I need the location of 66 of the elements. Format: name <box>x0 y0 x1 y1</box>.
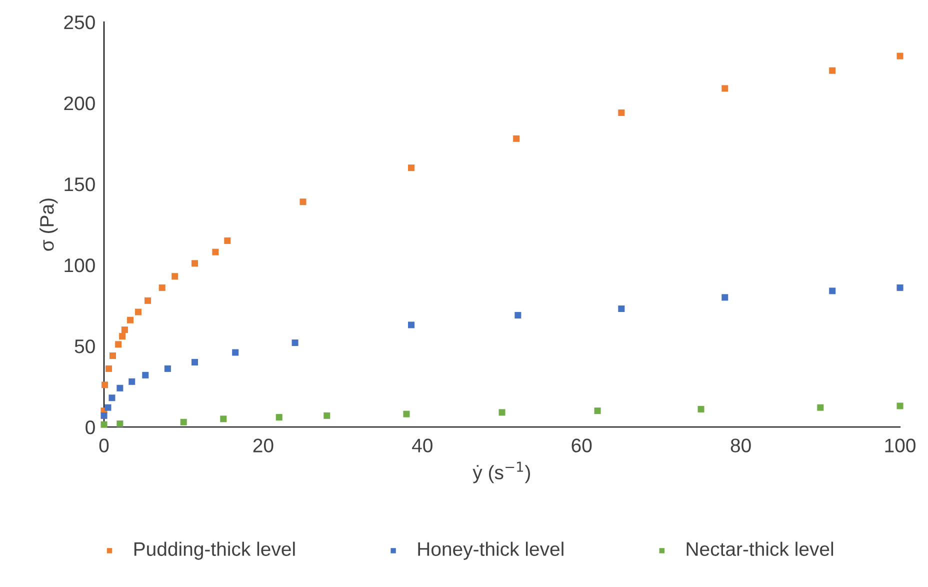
y-tick-label: 200 <box>64 96 95 110</box>
legend-label: Nectar-thick level <box>686 542 834 556</box>
point <box>276 414 282 421</box>
y-tick-label: 100 <box>64 258 95 272</box>
point <box>829 288 836 294</box>
y-tick-label: 150 <box>64 177 95 192</box>
x-axis-title: ẏ (s$^{−1}$) <box>472 462 530 484</box>
point <box>116 384 124 392</box>
point <box>106 365 112 372</box>
point <box>817 404 824 411</box>
legend-label: Honey-thick level <box>418 542 564 560</box>
point <box>191 260 198 267</box>
point <box>300 198 306 206</box>
point <box>722 294 728 301</box>
point <box>100 412 108 419</box>
point <box>408 164 415 172</box>
point <box>896 52 904 60</box>
point <box>119 333 126 340</box>
y-tick-label: 250 <box>64 15 95 30</box>
point <box>108 394 116 402</box>
x-tick-label: 40 <box>412 438 432 452</box>
point <box>142 372 149 378</box>
legend-label: Pudding-thick level <box>134 542 295 560</box>
point <box>324 412 330 419</box>
point <box>144 297 152 304</box>
point <box>594 408 601 414</box>
y-tick-label: 0 <box>86 420 95 434</box>
point <box>212 248 219 256</box>
x-tick-label: 0 <box>99 438 109 452</box>
point <box>618 305 625 312</box>
point <box>722 85 728 92</box>
point <box>896 284 904 291</box>
point <box>102 382 108 388</box>
point <box>618 109 625 116</box>
point <box>513 135 520 142</box>
point <box>128 378 136 385</box>
x-tick-label: 60 <box>572 438 592 452</box>
point <box>180 418 187 426</box>
point <box>104 404 112 411</box>
y-axis-title: σ (Pa) <box>40 198 58 251</box>
point <box>158 284 166 291</box>
point <box>514 312 522 318</box>
point <box>134 308 142 316</box>
point <box>121 326 128 334</box>
point <box>896 402 904 410</box>
point <box>224 237 231 244</box>
point <box>115 341 122 348</box>
point <box>403 410 410 418</box>
point <box>191 358 198 366</box>
point <box>116 420 124 428</box>
point <box>408 322 415 328</box>
x-tick-label: 100 <box>885 438 916 452</box>
point <box>232 349 239 356</box>
point <box>172 273 178 280</box>
x-tick-label: 80 <box>730 438 751 452</box>
point <box>829 67 836 74</box>
point <box>164 365 171 372</box>
y-tick-label: 50 <box>74 339 95 354</box>
x-tick-label: 20 <box>253 438 274 452</box>
point <box>110 352 116 359</box>
point <box>292 340 298 346</box>
point <box>100 421 108 428</box>
point <box>498 409 506 416</box>
point <box>220 416 227 422</box>
point <box>698 406 704 412</box>
point <box>127 316 134 324</box>
